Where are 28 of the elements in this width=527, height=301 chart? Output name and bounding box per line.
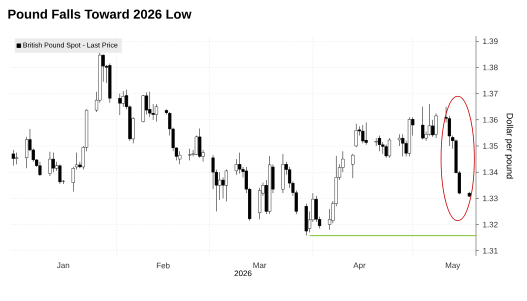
candlestick [401,134,404,157]
candlestick [52,152,55,172]
candlestick [218,172,222,200]
candlestick [38,161,42,176]
candlestick [398,134,402,146]
candlestick [378,135,382,152]
candlestick [194,135,198,156]
candlestick [434,113,438,138]
candlestick [58,164,62,184]
candlestick [388,138,392,158]
candlestick [421,106,424,140]
candlestick [48,152,52,176]
candlestick [188,148,192,161]
candlestick [178,150,182,165]
candlestick [154,104,158,122]
candlestick [118,93,122,116]
chart-title: Pound Falls Toward 2026 Low [8,9,192,19]
candlestick [351,154,354,178]
candlestick [12,150,15,166]
candlestick [364,122,368,145]
candlestick [238,152,242,174]
candlestick [224,169,228,202]
candlestick [148,92,152,118]
candlestick [354,123,358,148]
candlestick [361,124,364,144]
candlestick [198,128,202,158]
y-axis-title: Dollar per pound [504,114,514,179]
candlestick [15,152,18,165]
